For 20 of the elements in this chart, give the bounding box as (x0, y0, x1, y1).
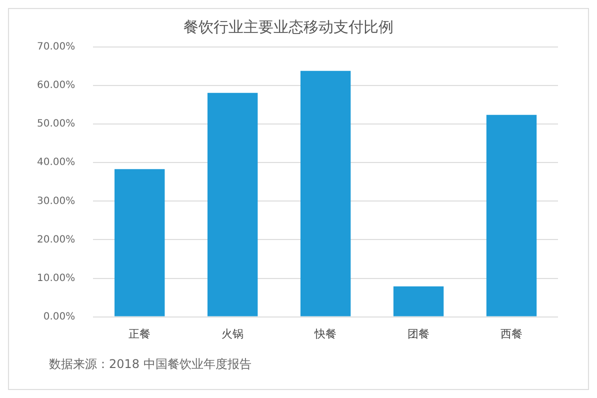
source-note: 数据来源：2018 中国餐饮业年度报告 (48, 356, 252, 373)
x-tick-label: 正餐 (128, 327, 151, 340)
y-tick-label: 60.00% (36, 80, 76, 92)
bar (114, 169, 165, 316)
y-tick-label: 0.00% (43, 311, 76, 322)
y-tick-label: 50.00% (36, 118, 76, 130)
y-tick-label: 40.00% (36, 157, 76, 168)
y-tick-label: 70.00% (36, 42, 76, 53)
bar (207, 92, 258, 316)
x-tick-label: 西餐 (500, 327, 523, 340)
bar (300, 70, 351, 316)
x-tick-label: 快餐 (314, 327, 337, 340)
bar (393, 286, 444, 316)
y-tick-label: 30.00% (36, 196, 76, 207)
bar (486, 114, 537, 316)
chart-title: 餐饮行业主要业态移动支付比例 (184, 18, 394, 36)
y-tick-label: 10.00% (36, 272, 76, 284)
x-tick-label: 团餐 (408, 327, 430, 340)
y-tick-label: 20.00% (36, 234, 76, 246)
x-tick-label: 火锅 (222, 327, 244, 340)
